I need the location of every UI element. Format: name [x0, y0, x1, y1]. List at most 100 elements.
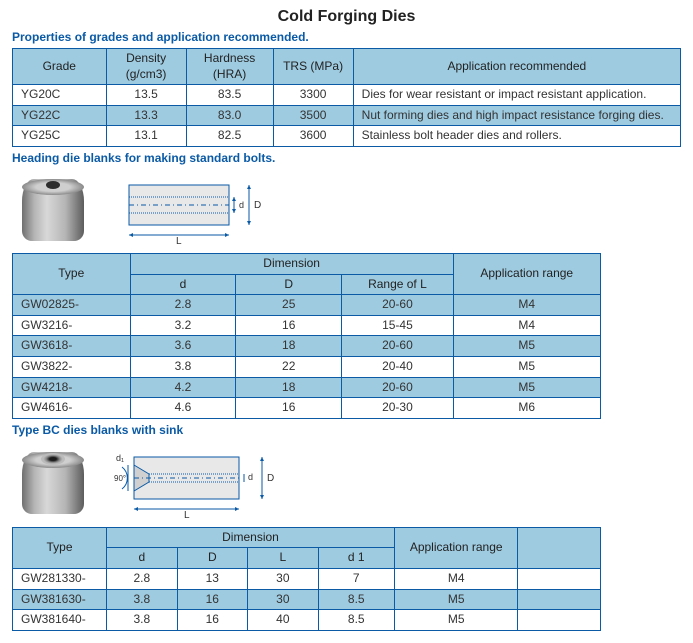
cell: GW4218- [13, 377, 131, 398]
cell: 20-40 [342, 356, 454, 377]
col-L: L [248, 548, 319, 569]
cell: M5 [453, 377, 600, 398]
col-type: Type [13, 253, 131, 294]
cell: M5 [394, 589, 517, 610]
cell: Stainless bolt header dies and rollers. [353, 126, 680, 147]
cell: 2.8 [107, 568, 178, 589]
cell: M5 [394, 610, 517, 631]
cell [518, 568, 600, 589]
cell: 18 [236, 377, 342, 398]
cell: 15-45 [342, 315, 454, 336]
cell: 40 [248, 610, 319, 631]
cell: 3.8 [130, 356, 236, 377]
col-density: Density (g/cm3) [106, 49, 186, 85]
cell [518, 589, 600, 610]
die-sink-photo-icon [22, 452, 84, 514]
svg-text:L: L [184, 510, 190, 519]
col-d: d [130, 274, 236, 295]
cell: GW3822- [13, 356, 131, 377]
table-row: GW3822-3.82220-40M5 [13, 356, 601, 377]
col-d: d [107, 548, 178, 569]
cell: YG20C [13, 85, 107, 106]
cell [518, 610, 600, 631]
col-range-L: Range of L [342, 274, 454, 295]
cell: Dies for wear resistant or impact resist… [353, 85, 680, 106]
table-header-row: Type Dimension Application range [13, 253, 601, 274]
bc-table: Type Dimension Application range d D L d… [12, 527, 601, 631]
col-application: Application recommended [353, 49, 680, 85]
svg-text:D: D [254, 200, 261, 211]
blanks-table: Type Dimension Application range d D Ran… [12, 253, 601, 419]
cell: 4.6 [130, 398, 236, 419]
cell: M4 [394, 568, 517, 589]
col-dimension: Dimension [130, 253, 453, 274]
cell: M6 [453, 398, 600, 419]
cell: GW281330- [13, 568, 107, 589]
table-row: YG22C 13.3 83.0 3500 Nut forming dies an… [13, 105, 681, 126]
cell: 83.0 [186, 105, 273, 126]
cell: YG22C [13, 105, 107, 126]
table-row: GW381640-3.816408.5M5 [13, 610, 601, 631]
cell: M5 [453, 356, 600, 377]
cell: Nut forming dies and high impact resista… [353, 105, 680, 126]
table-row: YG20C 13.5 83.5 3300 Dies for wear resis… [13, 85, 681, 106]
col-grade: Grade [13, 49, 107, 85]
svg-text:D: D [267, 473, 274, 484]
cell: GW3216- [13, 315, 131, 336]
die-sink-schematic-icon: 90° d₁ d D L [114, 447, 284, 519]
cell: 13.3 [106, 105, 186, 126]
cell: 30 [248, 589, 319, 610]
table-header-row: Type Dimension Application range [13, 527, 601, 548]
table-row: YG25C 13.1 82.5 3600 Stainless bolt head… [13, 126, 681, 147]
cell: GW02825- [13, 295, 131, 316]
figure-row-1: d D L [22, 175, 681, 245]
die-photo-icon [22, 179, 84, 241]
cell: 4.2 [130, 377, 236, 398]
cell: 3600 [273, 126, 353, 147]
cell: 16 [236, 398, 342, 419]
table-row: GW02825-2.82520-60M4 [13, 295, 601, 316]
section-heading-bc: Type BC dies blanks with sink [12, 423, 681, 437]
cell: YG25C [13, 126, 107, 147]
col-hardness: Hardness (HRA) [186, 49, 273, 85]
cell: 8.5 [318, 610, 394, 631]
table-row: GW3618-3.61820-60M5 [13, 336, 601, 357]
cell: GW3618- [13, 336, 131, 357]
cell: 13.1 [106, 126, 186, 147]
cell: 16 [236, 315, 342, 336]
svg-text:d: d [248, 472, 253, 482]
cell: 22 [236, 356, 342, 377]
cell: 20-60 [342, 295, 454, 316]
grades-table: Grade Density (g/cm3) Hardness (HRA) TRS… [12, 48, 681, 147]
page-title: Cold Forging Dies [12, 8, 681, 26]
cell: GW381640- [13, 610, 107, 631]
cell: 3.6 [130, 336, 236, 357]
col-dimension: Dimension [107, 527, 395, 548]
cell: 13 [177, 568, 248, 589]
col-empty [518, 527, 600, 568]
cell: M5 [453, 336, 600, 357]
col-app-range: Application range [394, 527, 517, 568]
cell: GW4616- [13, 398, 131, 419]
svg-text:90°: 90° [114, 474, 126, 483]
cell: 20-60 [342, 377, 454, 398]
cell: 3.2 [130, 315, 236, 336]
cell: M4 [453, 315, 600, 336]
col-D: D [177, 548, 248, 569]
table-row: GW3216-3.21615-45M4 [13, 315, 601, 336]
cell: 25 [236, 295, 342, 316]
col-d1: d 1 [318, 548, 394, 569]
table-header-row: Grade Density (g/cm3) Hardness (HRA) TRS… [13, 49, 681, 85]
table-row: GW281330-2.813307M4 [13, 568, 601, 589]
cell: 82.5 [186, 126, 273, 147]
cell: 20-60 [342, 336, 454, 357]
section-heading-properties: Properties of grades and application rec… [12, 30, 681, 44]
cell: GW381630- [13, 589, 107, 610]
cell: 16 [177, 610, 248, 631]
figure-row-2: 90° d₁ d D L [22, 447, 681, 519]
section-heading-blanks: Heading die blanks for making standard b… [12, 151, 681, 165]
cell: 13.5 [106, 85, 186, 106]
table-row: GW4218-4.21820-60M5 [13, 377, 601, 398]
cell: 7 [318, 568, 394, 589]
die-schematic-icon: d D L [114, 175, 264, 245]
